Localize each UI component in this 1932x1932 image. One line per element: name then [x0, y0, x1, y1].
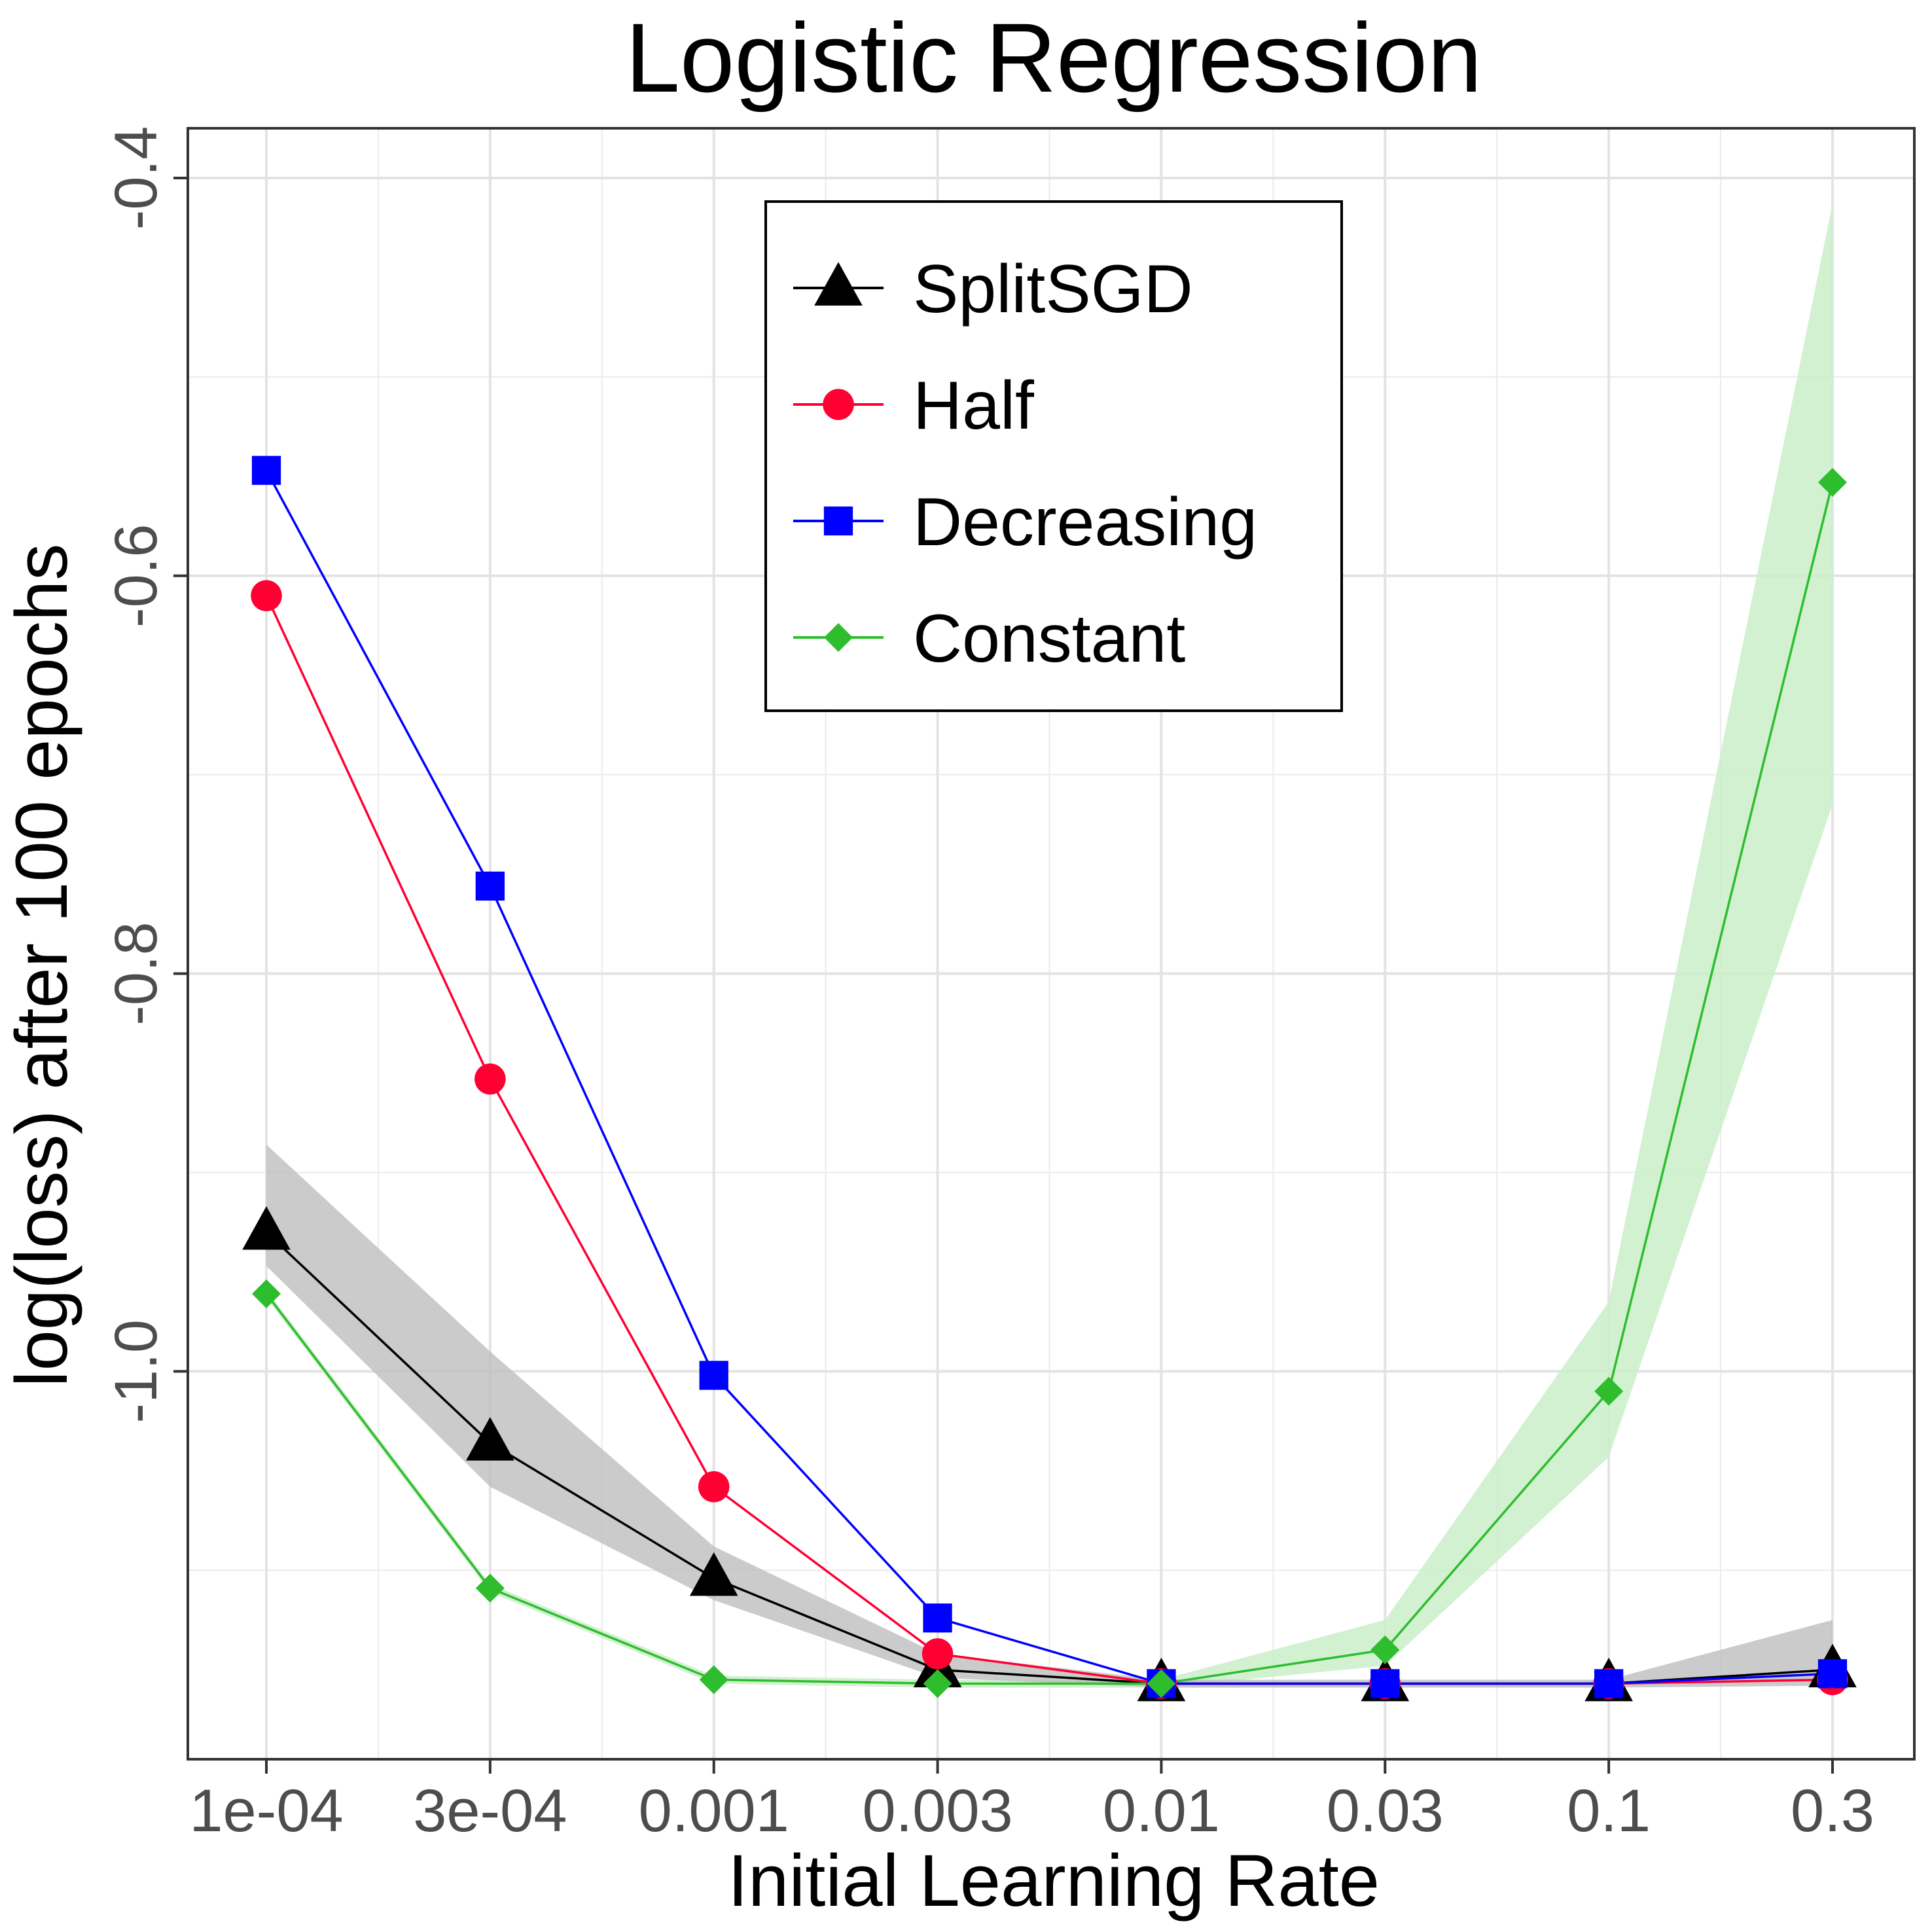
data-point-decreasing: [1594, 1669, 1624, 1698]
data-point-decreasing: [475, 871, 505, 901]
data-point-constant: [1147, 1669, 1176, 1698]
y-axis-title: log(loss) after 100 epochs: [1, 544, 82, 1387]
data-point-decreasing: [1817, 1659, 1848, 1689]
legend-label-splitsgd: SplitSGD: [913, 251, 1193, 327]
band-splitsgd: [266, 1144, 1833, 1688]
y-tick-label: -0.6: [103, 524, 170, 628]
legend: SplitSGD Half Decreasing Constant: [764, 200, 1343, 712]
data-point-constant: [923, 1669, 952, 1698]
data-point-decreasing: [251, 456, 281, 485]
data-point-splitsgd: [466, 1417, 514, 1461]
data-point-constant: [1818, 467, 1847, 497]
x-tick-label: 0.001: [639, 1778, 789, 1844]
data-point-half: [698, 1471, 730, 1503]
data-point-splitsgd: [242, 1206, 291, 1250]
y-tick-label: -0.8: [103, 921, 170, 1026]
data-point-constant: [1370, 1635, 1400, 1664]
y-tick-label: -1.0: [103, 1319, 170, 1423]
chart-title: Logistic Regression: [626, 3, 1482, 113]
y-tick-label: -0.4: [103, 126, 170, 230]
x-tick-label: 1e-04: [189, 1778, 343, 1844]
data-point-splitsgd: [689, 1552, 738, 1596]
x-tick-label: 0.1: [1567, 1778, 1651, 1844]
x-tick-label: 0.003: [862, 1778, 1012, 1844]
x-axis-title: Initial Learning Rate: [728, 1840, 1380, 1922]
x-tick-label: 0.3: [1791, 1778, 1874, 1844]
legend-key-half: [823, 389, 854, 420]
data-point-half: [474, 1063, 506, 1095]
legend-key-constant: [824, 623, 853, 652]
x-tick-label: 0.03: [1327, 1778, 1444, 1844]
data-point-constant: [475, 1573, 505, 1603]
x-tick-label: 0.01: [1103, 1778, 1220, 1844]
legend-label-half: Half: [913, 368, 1035, 444]
data-point-constant: [252, 1279, 281, 1308]
data-point-half: [251, 580, 282, 611]
data-point-constant: [699, 1665, 728, 1694]
data-point-half: [921, 1638, 954, 1670]
x-tick-label: 3e-04: [413, 1778, 567, 1844]
legend-box: [764, 200, 1343, 712]
legend-label-decreasing: Decreasing: [913, 484, 1257, 560]
data-point-decreasing: [923, 1603, 952, 1633]
series-line-decreasing: [265, 469, 1833, 1685]
data-point-decreasing: [1370, 1669, 1400, 1698]
panel-border: [187, 127, 1916, 1761]
series-line-constant: [265, 482, 1834, 1685]
legend-key-splitsgd: [814, 262, 863, 306]
data-point-constant: [1594, 1376, 1624, 1406]
legend-label-constant: Constant: [913, 601, 1185, 677]
legend-key-decreasing: [823, 506, 853, 536]
data-point-decreasing: [699, 1361, 728, 1390]
